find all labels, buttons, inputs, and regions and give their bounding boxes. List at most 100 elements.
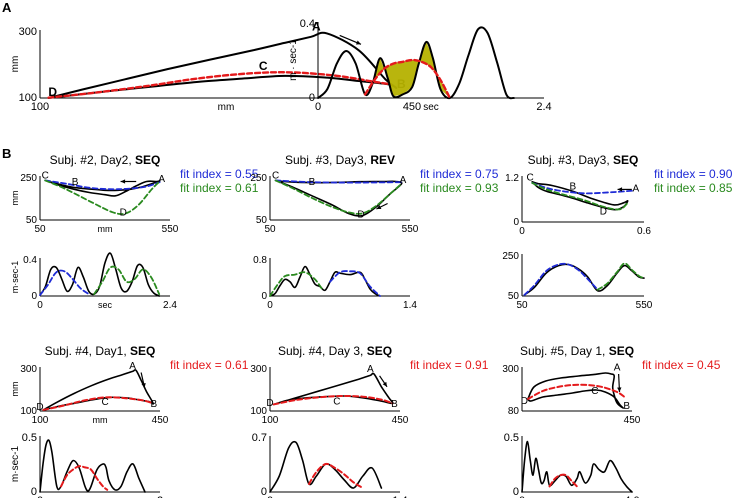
x-tick-label: 450 [152, 415, 169, 426]
point-label: D [48, 85, 57, 99]
series-line-actual [521, 440, 633, 493]
arrow-head [617, 187, 623, 192]
point-label: D [266, 398, 273, 409]
x-tick-label: 50 [34, 224, 46, 235]
y-tick-label: 300 [19, 26, 37, 38]
series-line-green [269, 271, 323, 297]
x-axis-label: sec [98, 300, 113, 310]
series-line-actual [531, 181, 629, 211]
y-tick-label: 0.4 [300, 18, 315, 30]
y-axis-label: mm [10, 191, 20, 206]
fit-index-label: fit index = 0.45 [642, 358, 721, 372]
series-line-actual [274, 179, 403, 217]
chart-title: Subj. #4, Day1, SEQ [45, 344, 156, 358]
x-tick-label: 4.0 [624, 495, 639, 498]
point-label: A [367, 364, 374, 375]
chart-title-text: Subj. #3, Day3, [285, 153, 370, 167]
series-line-fitted [308, 462, 364, 489]
y-tick-label: 0 [31, 486, 37, 498]
chart-title: Subj. #3, Day3, REV [285, 153, 395, 167]
series-line-fitted [548, 473, 578, 488]
y-tick-label: 0 [31, 291, 37, 302]
arrow-head [376, 205, 382, 209]
x-tick-label: 2.4 [536, 101, 551, 113]
chart-title: Subj. #5, Day 1, SEQ [520, 344, 634, 358]
chart-title: Subj. #3, Day3, SEQ [528, 153, 639, 167]
fit-index-label: fit index = 0.90 [654, 167, 733, 181]
y-tick-label: 300 [20, 364, 37, 375]
y-tick-label: 300 [250, 364, 267, 375]
point-label: C [42, 171, 49, 182]
panel-a-label: A [2, 0, 12, 15]
arrow-head [617, 387, 622, 392]
y-tick-label: 100 [20, 406, 37, 417]
y-tick-label: 0 [513, 486, 519, 498]
point-label: D [600, 206, 607, 217]
x-tick-label: 0 [519, 495, 525, 498]
arrow-head [120, 179, 126, 184]
fit-index-label: fit index = 0.91 [410, 358, 489, 372]
y-tick-label: 0 [513, 217, 519, 228]
series-line-blue [329, 270, 381, 297]
series-line-actual [269, 265, 381, 297]
y-tick-label: 0 [261, 291, 267, 302]
series-line-green [44, 179, 161, 215]
point-label: A [633, 183, 640, 194]
x-tick-label: 450 [624, 415, 641, 426]
fit-index-label: fit index = 0.61 [180, 181, 259, 195]
series-line-blue [39, 269, 90, 296]
x-axis-label: mm [218, 102, 235, 113]
point-label: B [391, 399, 398, 410]
series-line-fitted [526, 383, 626, 400]
series-line-fitted [363, 58, 451, 100]
point-label: B [623, 401, 630, 412]
point-label: D [36, 402, 43, 413]
y-tick-label: 250 [20, 173, 37, 184]
chart-title-bold: SEQ [130, 344, 155, 358]
point-label: C [259, 59, 268, 73]
x-axis-label: sec [423, 102, 439, 113]
y-axis-label: mm [10, 382, 20, 397]
chart-title-bold: SEQ [367, 344, 392, 358]
chart-title-text: Subj. #3, Day3, [528, 153, 613, 167]
series-line-actual [39, 252, 160, 297]
point-label: D [120, 208, 127, 219]
y-axis-label: m · sec-1 [288, 39, 299, 81]
y-tick-label: 50 [508, 291, 520, 302]
x-tick-label: 550 [162, 224, 179, 235]
y-tick-label: 50 [256, 215, 268, 226]
y-tick-label: 100 [250, 406, 267, 417]
point-label: A [400, 175, 407, 186]
x-tick-label: 0.6 [637, 226, 651, 237]
fit-index-label: fit index = 0.55 [180, 167, 259, 181]
point-label: B [569, 181, 576, 192]
fit-index-label: fit index = 0.93 [420, 181, 499, 195]
y-axis-label: m·sec-1 [10, 446, 21, 483]
series-line-blue [274, 179, 403, 184]
series-line-green [93, 265, 161, 295]
x-axis-label: sec [92, 496, 108, 498]
point-label: C [272, 171, 279, 182]
chart-title-bold: SEQ [613, 153, 638, 167]
series-line-actual [47, 31, 398, 99]
fit-index-label: fit index = 0.85 [654, 181, 733, 195]
point-label: A [614, 363, 621, 374]
series-line-green [274, 179, 403, 215]
shaded-area [365, 41, 450, 98]
series-line-fitted [42, 396, 155, 411]
point-label: B [72, 177, 79, 188]
x-tick-label: 0 [37, 300, 43, 311]
x-tick-label: 0 [267, 495, 273, 498]
series-line-actual [317, 26, 515, 100]
chart-title-bold: SEQ [609, 344, 634, 358]
y-tick-label: 300 [502, 364, 519, 375]
x-axis-label: mm [93, 415, 108, 425]
x-tick-label: 50 [516, 300, 528, 311]
series-line-fitted [272, 394, 394, 406]
y-tick-label: 0.7 [252, 432, 267, 444]
y-axis-label: mm [10, 56, 21, 73]
x-tick-label: 0 [519, 226, 525, 237]
arrow-head [141, 383, 146, 388]
x-tick-label: 100 [32, 415, 49, 426]
